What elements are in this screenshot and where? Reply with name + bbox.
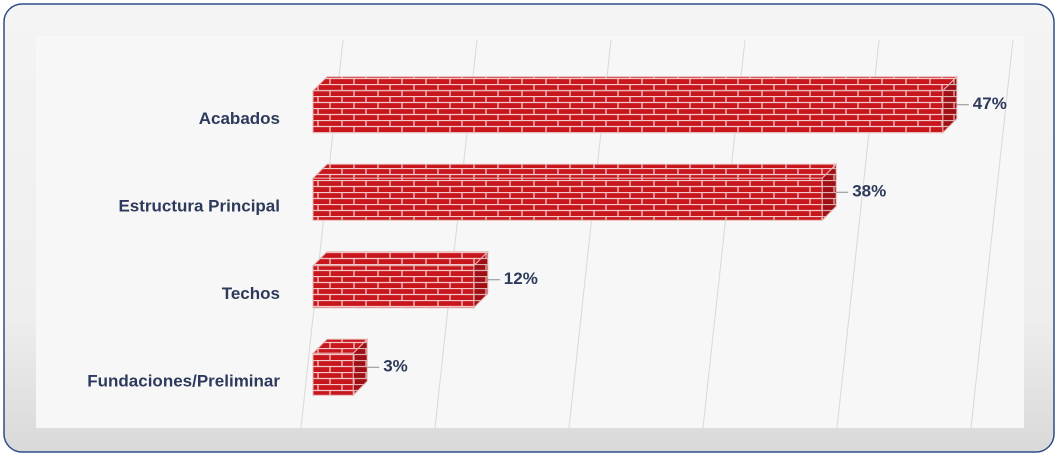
y-tick-label: Acabados <box>199 109 280 128</box>
y-tick-label: Estructura Principal <box>118 197 280 216</box>
bar-top <box>311 163 838 179</box>
data-label: 38% <box>852 182 886 201</box>
bar <box>311 163 838 222</box>
bar-front <box>312 265 475 309</box>
grid-line <box>970 39 1014 429</box>
bar <box>311 338 369 397</box>
y-tick-label: Fundaciones/Preliminar <box>87 372 280 391</box>
data-label: 3% <box>383 357 408 376</box>
bar-front <box>312 177 823 221</box>
data-label: 12% <box>504 269 538 288</box>
y-tick-label: Techos <box>222 284 280 303</box>
bar-front <box>312 90 944 134</box>
bar-top <box>311 76 959 92</box>
bar-front <box>312 352 354 396</box>
bar <box>311 75 959 134</box>
bar-top <box>311 251 490 267</box>
bar <box>311 250 490 309</box>
data-label: 47% <box>973 94 1007 113</box>
